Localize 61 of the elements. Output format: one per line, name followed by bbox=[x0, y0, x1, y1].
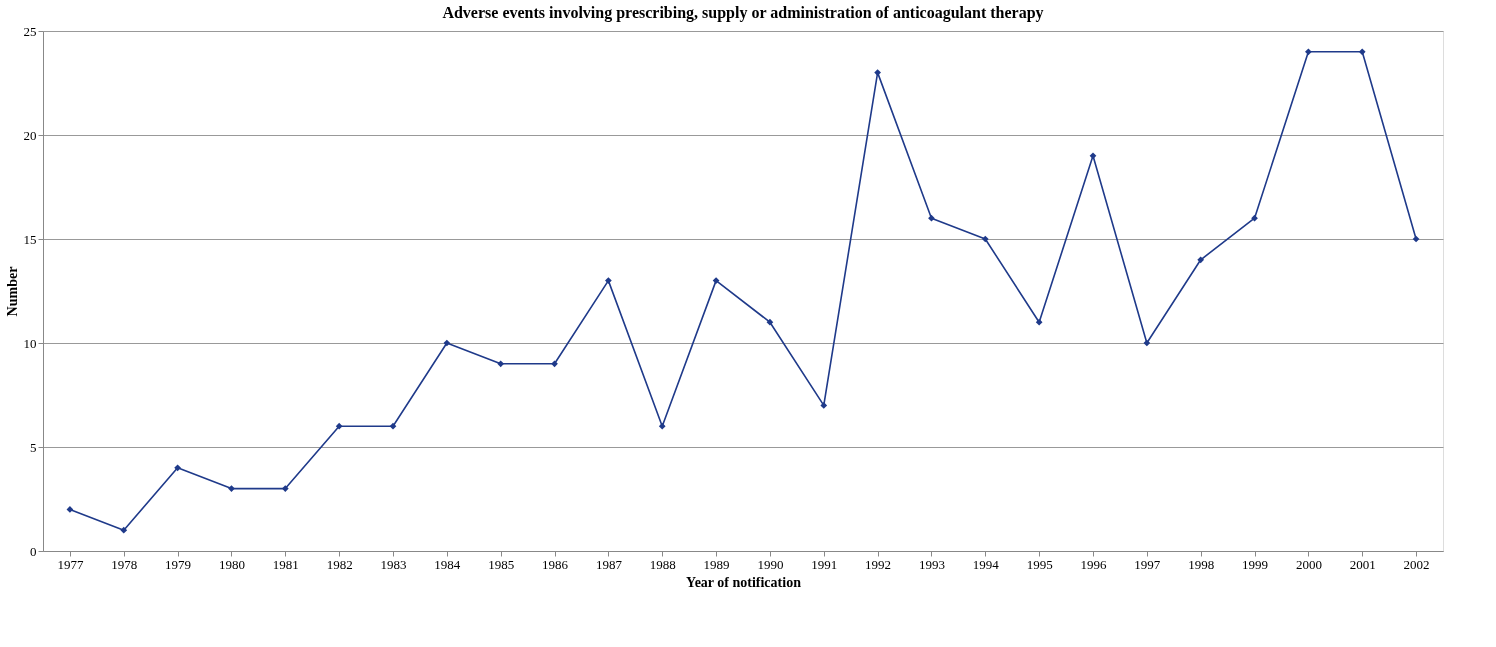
x-tick-label: 1996 bbox=[1080, 556, 1107, 572]
y-tick-label: 5 bbox=[30, 439, 37, 455]
x-tick-label: 2000 bbox=[1295, 556, 1322, 572]
x-tick-label: 1979 bbox=[165, 556, 192, 572]
point bbox=[928, 214, 935, 222]
x-axis-title: Year of notification bbox=[686, 574, 802, 590]
point bbox=[981, 235, 989, 243]
x-tick-label: 1997 bbox=[1134, 556, 1161, 572]
x-tick-label: 1987 bbox=[595, 556, 623, 572]
x-tick-label: 1983 bbox=[380, 556, 407, 572]
point bbox=[658, 422, 666, 430]
x-tick-label: 1988 bbox=[649, 556, 676, 572]
point bbox=[874, 69, 881, 76]
point bbox=[1143, 339, 1151, 347]
y-tick-label: 15 bbox=[23, 231, 37, 247]
x-tick-label: 1978 bbox=[111, 556, 138, 572]
point bbox=[1358, 48, 1366, 56]
x-tick-label: 1995 bbox=[1026, 556, 1053, 572]
point bbox=[389, 422, 397, 430]
point bbox=[497, 360, 505, 368]
point bbox=[820, 402, 828, 409]
point bbox=[1412, 235, 1420, 243]
x-tick-label: 1994 bbox=[972, 556, 1000, 572]
x-tick-label: 1989 bbox=[703, 556, 730, 572]
point bbox=[335, 422, 343, 430]
x-tick-label: 1981 bbox=[272, 556, 299, 572]
point bbox=[228, 485, 235, 492]
point bbox=[766, 318, 774, 326]
point bbox=[605, 277, 612, 284]
point bbox=[120, 526, 128, 534]
point bbox=[712, 277, 720, 284]
x-tick-label: 1980 bbox=[218, 556, 245, 572]
point bbox=[1035, 318, 1043, 326]
point bbox=[174, 464, 181, 472]
point bbox=[281, 485, 289, 492]
x-tick-label: 1986 bbox=[542, 556, 569, 572]
x-tick-label: 1992 bbox=[865, 556, 892, 572]
y-tick-label: 25 bbox=[23, 23, 37, 39]
x-tick-label: 1999 bbox=[1242, 556, 1269, 572]
y-axis-title: Number bbox=[4, 266, 20, 317]
x-tick-label: 2002 bbox=[1403, 556, 1430, 572]
x-tick-label: 1998 bbox=[1188, 556, 1215, 572]
x-tick-label: 1985 bbox=[488, 556, 515, 572]
chart-title: Adverse events involving prescribing, supply or administration of anticoagulant therapy bbox=[442, 4, 1044, 22]
point bbox=[1089, 152, 1097, 160]
point bbox=[1305, 48, 1312, 56]
y-tick-label: 10 bbox=[23, 335, 37, 351]
x-tick-label: 1977 bbox=[57, 556, 84, 572]
x-tick-label: 1984 bbox=[434, 556, 461, 572]
point bbox=[551, 360, 558, 368]
point bbox=[443, 339, 451, 347]
x-tick-label: 1990 bbox=[757, 556, 784, 572]
x-tick-label: 2001 bbox=[1349, 556, 1376, 572]
x-tick-label: 1993 bbox=[918, 556, 945, 572]
y-tick-label: 0 bbox=[30, 543, 37, 559]
point bbox=[66, 506, 74, 513]
point bbox=[1197, 256, 1205, 264]
x-tick-label: 1982 bbox=[326, 556, 353, 572]
x-tick-label: 1991 bbox=[811, 556, 838, 572]
y-tick-label: 20 bbox=[23, 127, 37, 143]
point bbox=[1251, 214, 1258, 222]
